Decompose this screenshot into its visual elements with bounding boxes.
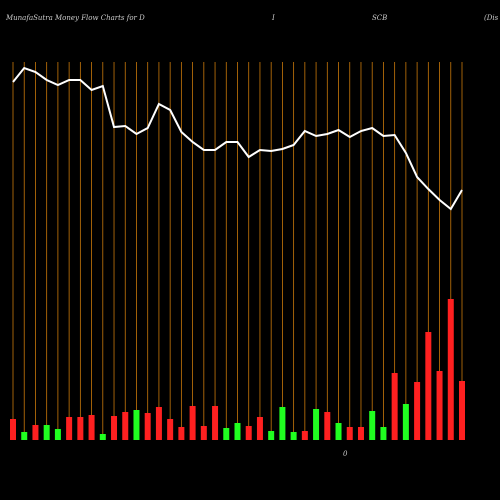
- bar: [391, 373, 398, 440]
- bar: [324, 412, 331, 440]
- bar: [380, 427, 387, 440]
- chart-title: SCB: [372, 14, 387, 22]
- bar: [245, 426, 252, 440]
- bar: [447, 299, 454, 440]
- bar: [178, 427, 185, 440]
- bar: [122, 412, 129, 440]
- bar: [414, 382, 421, 440]
- bar: [155, 407, 162, 440]
- bar: [88, 415, 95, 440]
- bar: [189, 406, 196, 440]
- bar: [32, 425, 39, 440]
- bar: [313, 409, 320, 440]
- bar: [268, 431, 275, 440]
- chart-title: (Dis: [484, 14, 499, 22]
- bar: [301, 431, 308, 440]
- bar: [21, 432, 28, 440]
- bar: [66, 417, 73, 440]
- bar: [459, 381, 465, 440]
- bar: [346, 427, 353, 440]
- bar: [425, 332, 432, 440]
- bar: [10, 419, 16, 440]
- bar: [335, 423, 342, 440]
- bar: [167, 419, 174, 440]
- bar: [357, 427, 364, 440]
- bar: [256, 417, 263, 440]
- bar: [133, 410, 140, 440]
- bar: [43, 425, 50, 440]
- bar: [212, 406, 219, 440]
- bar: [99, 434, 106, 440]
- bar: [54, 429, 61, 440]
- bar: [402, 404, 409, 440]
- bar: [279, 407, 286, 440]
- bar: [144, 413, 151, 440]
- bar: [234, 423, 241, 440]
- bar: [436, 371, 443, 440]
- bar: [200, 426, 207, 440]
- bar: [369, 411, 376, 440]
- bar: [77, 417, 84, 440]
- chart-title: MunafaSutra Money Flow Charts for D: [5, 14, 145, 22]
- annotation: 0: [343, 450, 348, 458]
- bar: [290, 432, 297, 440]
- bar: [111, 416, 118, 440]
- chart-title: I: [271, 14, 275, 22]
- bar: [223, 428, 230, 440]
- price-line: [12, 66, 463, 211]
